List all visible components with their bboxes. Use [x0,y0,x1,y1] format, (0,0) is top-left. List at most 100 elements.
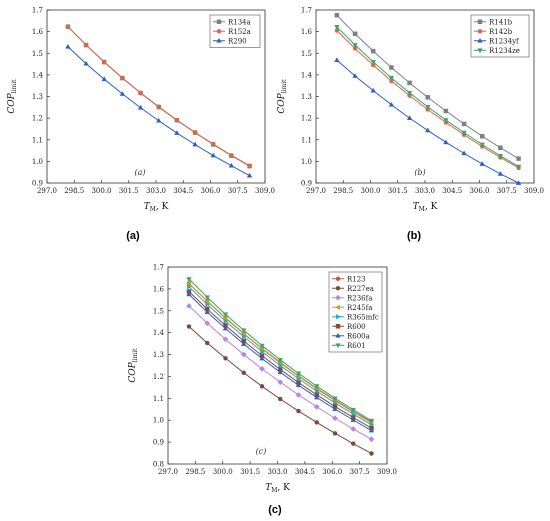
data-point [406,90,413,96]
data-point [186,277,192,282]
y-tick-label: 0.9 [301,180,312,188]
legend-entry: R134a [228,18,251,26]
data-point [222,312,229,318]
x-axis-label: TM, K [265,483,290,494]
y-axis-label: COPlimit [277,79,288,114]
data-point [296,408,301,414]
data-point [350,417,356,422]
data-point [277,369,283,375]
data-point [515,180,522,185]
series-R600a [186,291,375,433]
data-point [424,127,431,133]
data-point [192,130,198,135]
data-point [461,130,467,136]
data-point [314,388,320,394]
data-point [186,303,192,309]
data-point [155,117,162,123]
data-point [479,142,485,148]
y-tick-label: 0.9 [153,439,164,447]
subplot-label: (c) [256,447,267,456]
legend-marker [335,304,340,310]
legend-marker [335,286,341,291]
data-point [277,379,284,386]
data-point [295,391,302,398]
data-point [295,382,302,388]
y-tick-label: 1.2 [301,115,312,123]
data-point [334,12,340,18]
legend-entry: R600 [347,323,366,331]
data-point [352,43,358,48]
data-point [350,407,356,413]
x-tick-label: 297.0 [306,187,326,195]
data-point [119,91,126,96]
data-point [101,76,107,82]
legend-entry: R290 [228,37,247,45]
legend-marker [216,29,222,34]
data-point [222,325,229,331]
data-point [278,362,284,369]
data-point [389,65,394,70]
data-point [101,59,107,65]
data-point [259,343,265,349]
data-point [333,400,338,406]
data-point [425,95,430,100]
y-tick-label: 1.4 [153,329,165,337]
data-point [370,60,376,65]
data-point [368,436,375,443]
legend-entry: R227ea [347,285,374,293]
x-tick-label: 307.5 [350,468,370,476]
legend-marker [216,37,222,43]
x-tick-label: 300.0 [360,187,380,195]
data-point [314,420,319,425]
data-point [314,384,320,389]
data-point [240,351,247,358]
x-tick-label: 297.0 [158,468,178,476]
x-axis-label: TM, K [144,202,169,213]
data-point [174,130,180,135]
data-point [186,280,191,287]
data-point [350,426,357,432]
x-tick-label: 297.0 [37,187,57,195]
series-R601 [186,277,375,424]
data-point [424,105,431,110]
y-tick-label: 0.9 [32,180,43,188]
data-point [83,60,89,66]
chart-panel-3: 297.0 298.5 300.0 301.5 303.0 304.5 306.0 307.5… [128,264,397,517]
data-point [407,80,412,86]
data-point [137,104,144,110]
data-point [246,172,253,178]
legend-entry: R123 [347,275,366,283]
data-point [479,134,485,139]
legend-marker [336,314,341,320]
legend-entry: R600a [347,332,370,340]
series-R236fa [186,303,375,443]
data-point [352,31,358,37]
data-point [205,301,211,308]
y-tick-label: 1.4 [32,71,44,79]
x-tick-label: 306.0 [469,187,489,195]
data-point [120,75,125,81]
legend-entry: R236fa [347,294,372,302]
data-point [260,348,265,355]
x-tick-label: 300.0 [91,187,111,195]
data-point [65,24,71,29]
data-point [332,415,338,422]
x-tick-label: 309.0 [377,468,397,476]
y-tick-label: 1.5 [153,307,164,315]
y-tick-label: 1.1 [153,395,164,403]
x-tick-label: 301.5 [388,187,408,195]
chart-panel-1: 297.0 298.5 300.0 301.5 303.0 304.5 306.0 307.5… [7,7,275,243]
data-point [241,370,246,375]
data-point [223,318,229,324]
x-tick-label: 306.0 [200,187,220,195]
data-point [277,357,283,363]
data-point [516,156,521,161]
data-point [388,76,395,81]
y-tick-label: 1.1 [301,136,312,144]
x-tick-label: 304.5 [295,468,315,476]
data-point [223,356,228,361]
data-point [192,141,198,147]
y-tick-label: 1.5 [301,50,312,58]
